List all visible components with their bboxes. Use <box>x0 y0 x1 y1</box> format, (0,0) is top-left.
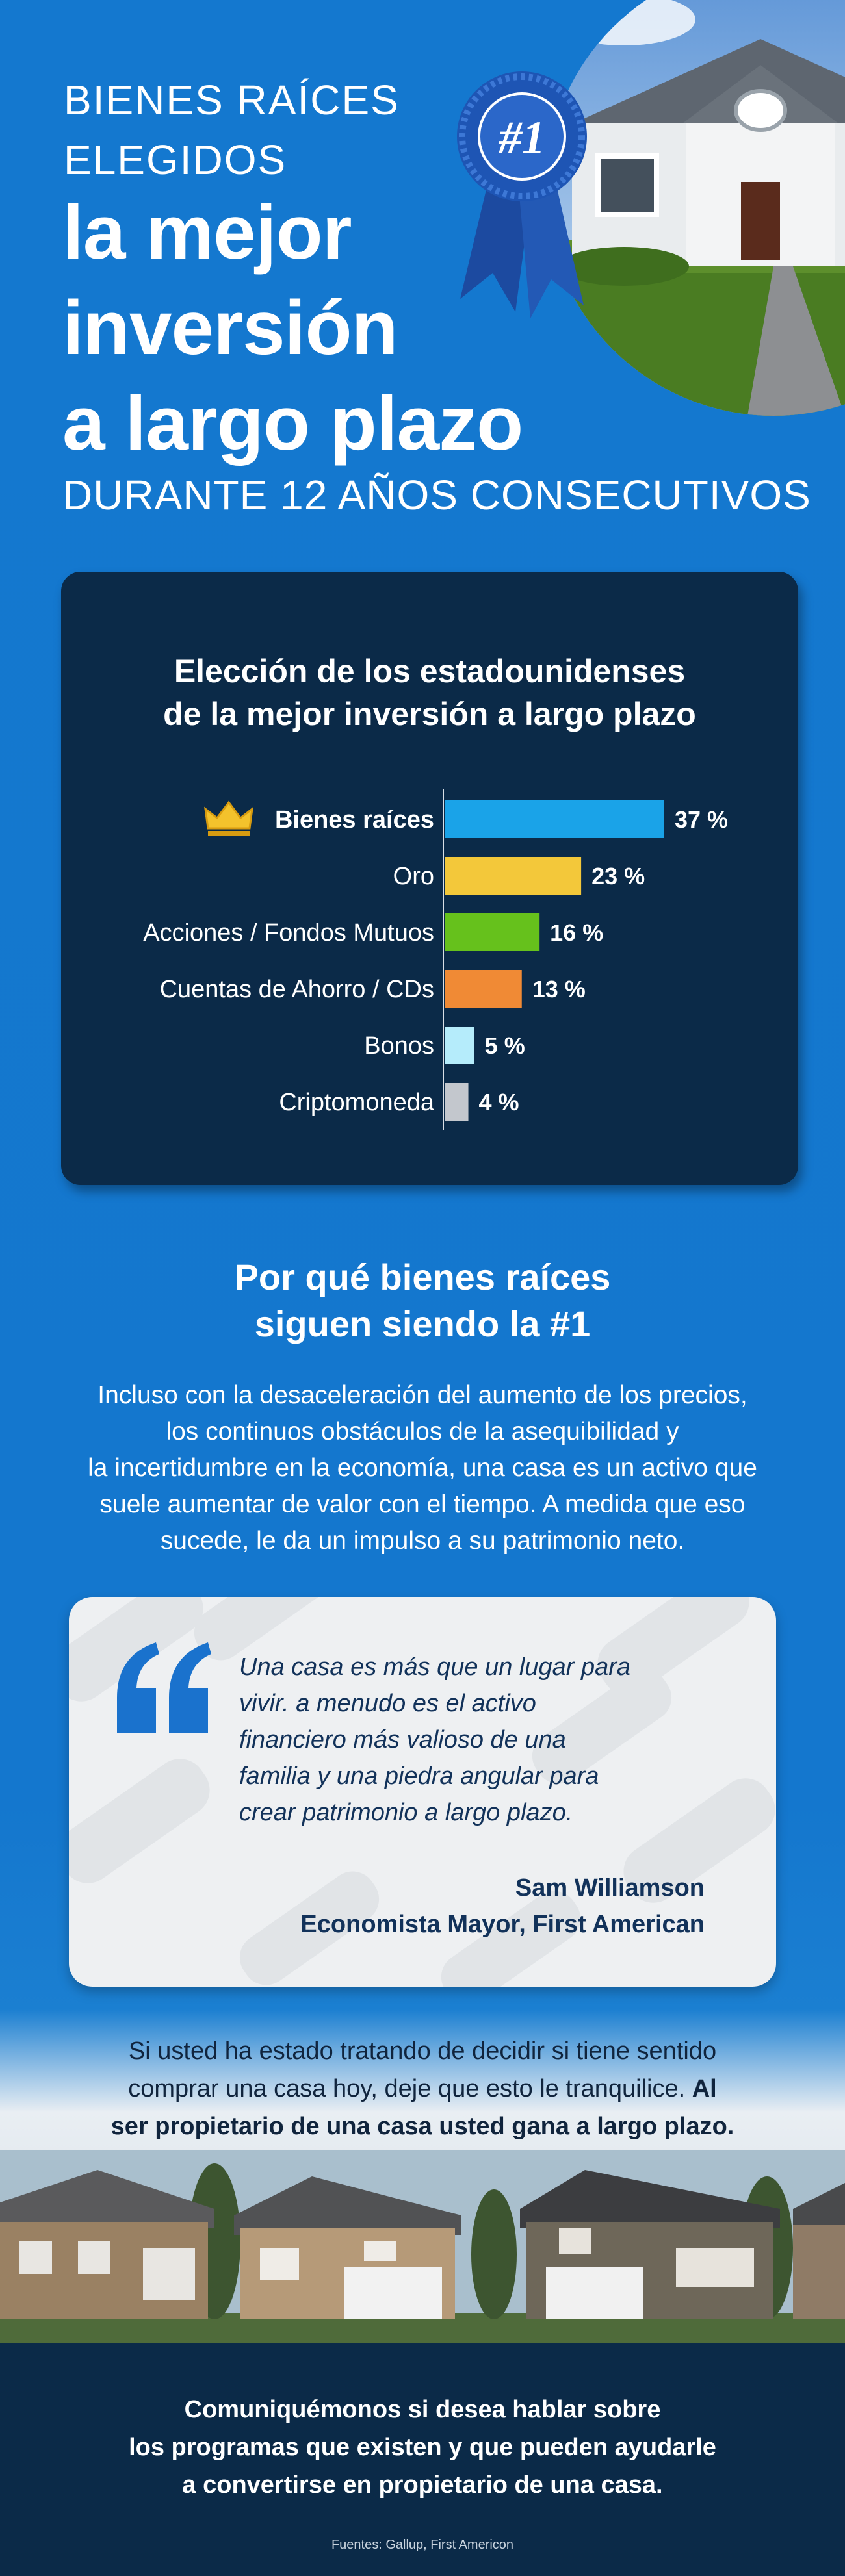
footer-cta-line3: a convertirse en propietario de una casa… <box>182 2471 663 2499</box>
quote-mark-icon <box>117 1642 211 1733</box>
hero-title: la mejor inversión a largo plazo <box>62 185 647 472</box>
why-title-line2: siguen siendo la #1 <box>254 1303 591 1344</box>
footer: Comuniquémonos si desea hablar sobre los… <box>0 2343 845 2576</box>
quote-line3: financiero más valioso de una <box>239 1726 566 1753</box>
hero-title-line3: a largo plazo <box>62 381 523 466</box>
chart-title-line1: Elección de los estadounidenses <box>174 653 686 689</box>
why-body-line2: los continuos obstáculos de la asequibil… <box>166 1418 679 1446</box>
hero-title-line2: inversión <box>62 285 398 371</box>
chart-value-label: 4 % <box>479 1089 519 1116</box>
why-body: Incluso con la desaceleración del aument… <box>39 1377 806 1559</box>
closing-line2-plain: comprar una casa hoy, deje que esto le t… <box>128 2075 692 2102</box>
chart-category-label: Bienes raíces <box>275 806 434 834</box>
chart-bar <box>445 800 664 838</box>
hero-title-line1: la mejor <box>62 190 352 275</box>
chart-value-label: 13 % <box>532 976 586 1002</box>
chart-bar <box>445 913 540 951</box>
hero-kicker-line1: BIENES RAÍCES <box>64 77 400 123</box>
ribbon-badge-icon: #1 <box>457 71 587 318</box>
closing-line2-bold: Al <box>692 2075 717 2102</box>
chart-category-label: Criptomoneda <box>279 1089 435 1116</box>
chart-title-line2: de la mejor inversión a largo plazo <box>163 696 696 732</box>
quote-text: Una casa es más que un lugar para vivir.… <box>239 1649 707 1831</box>
money-background-icon <box>69 1597 775 1987</box>
chart-category-label: Acciones / Fondos Mutuos <box>143 919 434 947</box>
footer-cta: Comuniquémonos si desea hablar sobre los… <box>0 2391 845 2504</box>
chart-title: Elección de los estadounidenses de la me… <box>61 650 798 735</box>
chart-value-label: 23 % <box>592 863 645 889</box>
chart-category-label: Oro <box>393 863 434 890</box>
chart-category-label: Cuentas de Ahorro / CDs <box>160 976 434 1003</box>
quote-author-role: Economista Mayor, First American <box>300 1911 705 1938</box>
chart-bar <box>445 1083 469 1121</box>
closing-line3: ser propietario de una casa usted gana a… <box>52 2108 793 2145</box>
closing-text: Si usted ha estado tratando de decidir s… <box>52 2032 793 2145</box>
chart-card: Elección de los estadounidenses de la me… <box>61 572 798 1185</box>
quote-line1: Una casa es más que un lugar para <box>239 1653 631 1681</box>
quote-card: Una casa es más que un lugar para vivir.… <box>69 1597 776 1987</box>
why-body-line1: Incluso con la desaceleración del aument… <box>98 1381 748 1409</box>
closing-line1: Si usted ha estado tratando de decidir s… <box>128 2037 717 2065</box>
quote-attribution: Sam Williamson Economista Mayor, First A… <box>250 1870 705 1943</box>
chart-bar <box>445 1027 474 1064</box>
quote-line4: familia y una piedra angular para <box>239 1763 599 1790</box>
why-title-line1: Por qué bienes raíces <box>234 1256 611 1297</box>
footer-cta-line2: los programas que existen y que pueden a… <box>129 2434 716 2461</box>
chart-value-label: 16 % <box>550 919 603 946</box>
footer-cta-line1: Comuniquémonos si desea hablar sobre <box>184 2396 661 2423</box>
chart-bar <box>445 970 522 1008</box>
chart-category-label: Bonos <box>364 1032 434 1060</box>
closing-line2: comprar una casa hoy, deje que esto le t… <box>52 2070 793 2108</box>
hero-subtitle: DURANTE 12 AÑOS CONSECUTIVOS <box>62 472 811 518</box>
footer-sources: Fuentes: Gallup, First Americon <box>331 2538 514 2552</box>
hero-kicker: BIENES RAÍCES ELEGIDOS <box>64 70 519 190</box>
chart-bar <box>445 857 582 895</box>
closing-line3-bold: ser propietario de una casa usted gana a… <box>110 2113 734 2140</box>
quote-line5: crear patrimonio a largo plazo. <box>239 1799 573 1826</box>
chart-value-label: 5 % <box>485 1032 525 1059</box>
why-body-line3: la incertidumbre en la economía, una cas… <box>88 1454 757 1482</box>
why-body-line5: sucede, le da un impulso a su patrimonio… <box>160 1527 685 1555</box>
ribbon-text: #1 <box>498 112 545 164</box>
chart-value-label: 37 % <box>675 806 728 833</box>
quote-line2: vivir. a menudo es el activo <box>239 1690 536 1717</box>
why-title: Por qué bienes raíces siguen siendo la #… <box>0 1254 845 1347</box>
hero-kicker-line2: ELEGIDOS <box>64 136 287 183</box>
houses-photo <box>0 2150 845 2345</box>
crown-icon <box>204 800 254 836</box>
why-body-line4: suele aumentar de valor con el tiempo. A… <box>99 1490 746 1518</box>
bar-chart: Bienes raíces 37 % Oro 23 % Acciones / Fondo… <box>143 789 728 1130</box>
quote-author-name: Sam Williamson <box>515 1874 705 1902</box>
